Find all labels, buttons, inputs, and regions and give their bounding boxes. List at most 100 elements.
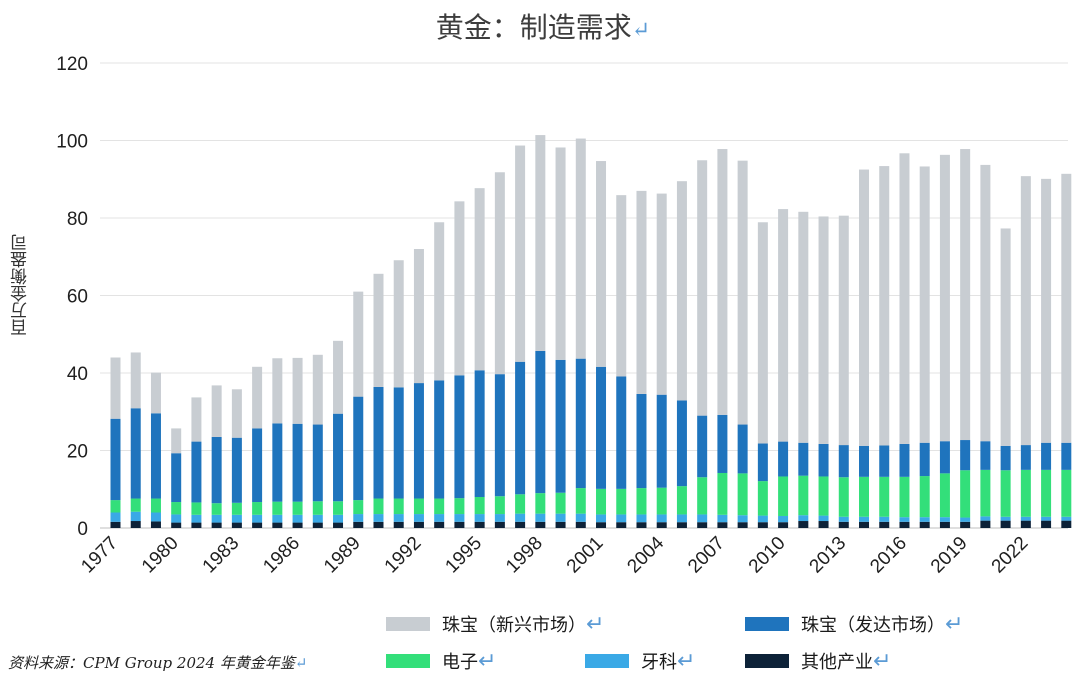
x-tick-label: 1995 [441,533,486,578]
legend-label: 珠宝（发达市场） [801,615,945,636]
bar-segment [656,487,667,515]
bar-segment [939,441,950,474]
bar-segment [596,522,607,528]
bar-segment [980,516,991,521]
bar-segment [171,428,182,454]
bar-segment [191,502,202,515]
bar-segment [798,515,809,522]
bar-segment [717,472,728,515]
bar-segment [393,260,404,388]
bar-segment [717,514,728,523]
bar-segment [1020,516,1031,521]
bar-segment [757,222,768,444]
bar-segment [130,352,141,409]
bar-segment [1041,516,1052,521]
bar-segment [737,522,748,528]
bar-segment [838,516,849,522]
bar-segment [960,149,971,441]
bar-segment [818,476,829,516]
bar-segment [494,514,505,522]
bar-segment [130,498,141,512]
bar-segment [575,358,586,489]
bar-segment [676,486,687,515]
bar-segment [515,494,526,514]
bar-segment [960,440,971,471]
bar-segment [919,442,930,477]
bar-segment [919,166,930,443]
bar-segment [818,443,829,477]
bar-segment [393,387,404,499]
bar-segment [474,521,485,528]
bar-segment [960,470,971,518]
bar-segment [555,147,566,360]
bar-segment [879,476,890,517]
bar-segment [171,453,182,503]
bar-segment [697,514,708,523]
bar-segment [879,445,890,477]
bar-segment [312,514,323,523]
bar-segment [1041,178,1052,443]
bar-segment [899,517,910,522]
bar-segment [859,521,870,528]
bar-segment [798,475,809,516]
legend-item-dental: 牙科 ↵ [585,648,695,674]
bar-segment [899,153,910,444]
bar-segment [798,211,809,443]
bar-segment [454,521,465,528]
bar-segment [191,441,202,503]
bar-segment [272,522,283,528]
legend-swatch [386,617,430,631]
bar-segment [676,514,687,523]
bar-segment [191,514,202,523]
bar-segment [596,488,607,515]
bar-segment [859,169,870,446]
bar-segment [373,386,384,499]
bar-segment [272,501,283,515]
bar-segment [899,521,910,528]
bar-segment [312,522,323,528]
x-tick-label: 2010 [745,533,790,578]
bar-segment [555,513,566,522]
bar-segment [1041,442,1052,470]
bar-segment [859,516,870,522]
bar-segment [454,498,465,515]
bar-segment [859,476,870,517]
x-tick-label: 2004 [623,532,668,577]
bar-segment [737,424,748,474]
bar-segment [879,521,890,528]
bar-segment [919,521,930,528]
bar-segment [1020,445,1031,470]
bar-segment [697,415,708,478]
bar-segment [879,166,890,446]
bar-segment [515,361,526,495]
bar-segment [636,393,647,489]
bar-segment [333,522,344,528]
bar-segment [515,521,526,528]
legend-label: 珠宝（新兴市场） [442,615,586,636]
bar-segment [231,437,242,503]
bar-segment [616,522,627,528]
bar-segment [616,376,627,489]
bar-segment [636,190,647,394]
bar-segment [616,195,627,377]
bar-segment [110,521,121,528]
bar-segment [150,413,161,499]
bar-segment [474,370,485,497]
legend-item-electronics: 电子 ↵ [386,648,496,674]
bar-segment [859,445,870,477]
bar-segment [919,476,930,518]
legend-label: 牙科 [641,652,677,673]
bar-segment [353,521,364,528]
bar-segment [939,521,950,528]
bar-segment [413,514,424,522]
bar-segment [494,496,505,515]
bar-segment [656,522,667,528]
bar-segment [211,385,222,437]
legend-swatch [745,654,789,668]
bar-segment [312,354,323,425]
bar-segment [656,394,667,488]
bar-segment [373,521,384,528]
bar-segment [494,521,505,528]
bar-segment [292,514,303,523]
